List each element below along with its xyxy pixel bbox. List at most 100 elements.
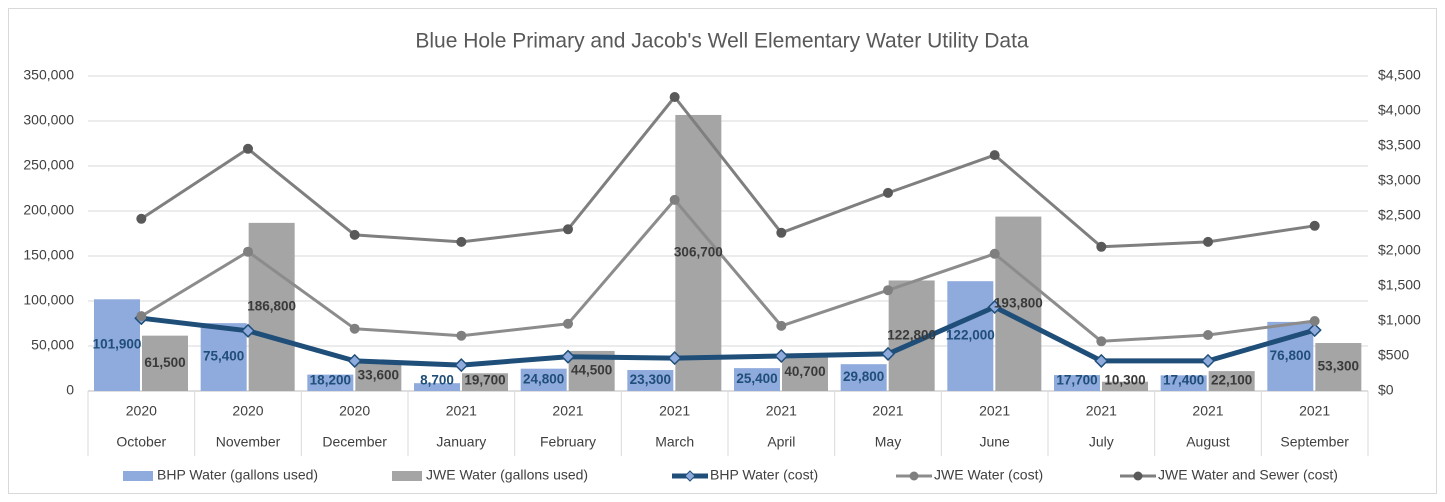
y-tick-label: 350,000 bbox=[23, 67, 74, 83]
marker bbox=[1203, 330, 1213, 340]
marker bbox=[669, 194, 680, 205]
x-tick-label: November bbox=[216, 434, 281, 450]
bar bbox=[1160, 375, 1207, 391]
bar bbox=[142, 335, 188, 391]
data-label: 18,200 bbox=[310, 373, 351, 388]
x-tick-label: May bbox=[875, 434, 901, 450]
marker bbox=[1096, 336, 1107, 347]
marker bbox=[1096, 241, 1107, 252]
marker bbox=[456, 236, 467, 247]
marker bbox=[1309, 316, 1320, 326]
marker bbox=[1309, 220, 1320, 231]
data-label: 40,700 bbox=[784, 364, 825, 379]
x-year-label: 2021 bbox=[1086, 403, 1117, 419]
bar bbox=[995, 216, 1042, 391]
legend-swatch bbox=[392, 471, 422, 481]
marker bbox=[989, 248, 1000, 259]
bar bbox=[1208, 371, 1255, 391]
y2-tick-label: $2,000 bbox=[1378, 242, 1421, 258]
y2-tick-label: $3,500 bbox=[1378, 137, 1421, 153]
data-label: 122,000 bbox=[946, 328, 995, 343]
marker bbox=[667, 351, 682, 366]
data-label: 61,500 bbox=[144, 355, 185, 370]
bar bbox=[947, 281, 994, 391]
marker bbox=[1094, 353, 1109, 368]
marker bbox=[563, 318, 573, 329]
bar bbox=[1054, 375, 1100, 391]
data-label: 8,700 bbox=[420, 373, 454, 388]
legend-marker bbox=[909, 471, 919, 481]
x-year-label: 2021 bbox=[1299, 403, 1330, 419]
y2-tick-label: $0 bbox=[1378, 382, 1394, 398]
data-label: 75,400 bbox=[203, 349, 244, 364]
bar bbox=[627, 370, 674, 391]
data-label: 101,900 bbox=[93, 337, 142, 352]
y-tick-label: 100,000 bbox=[23, 292, 74, 308]
x-year-label: 2021 bbox=[659, 403, 690, 419]
marker bbox=[1307, 323, 1322, 338]
y2-tick-label: $1,000 bbox=[1378, 312, 1421, 328]
marker bbox=[563, 224, 573, 235]
legend-label: JWE Water (gallons used) bbox=[426, 467, 588, 483]
marker bbox=[1203, 236, 1213, 247]
x-tick-label: April bbox=[767, 434, 795, 450]
marker bbox=[136, 213, 147, 224]
marker bbox=[989, 150, 1000, 161]
marker bbox=[243, 143, 253, 154]
x-tick-label: October bbox=[116, 434, 166, 450]
bar bbox=[782, 354, 828, 391]
marker bbox=[883, 285, 893, 296]
data-label: 122,800 bbox=[887, 327, 936, 342]
marker bbox=[987, 299, 1002, 315]
bar bbox=[355, 360, 402, 391]
x-tick-label: August bbox=[1186, 434, 1230, 450]
marker bbox=[240, 323, 256, 338]
legend-label: JWE Water (cost) bbox=[934, 467, 1043, 483]
x-year-label: 2021 bbox=[979, 403, 1010, 419]
bar bbox=[1315, 343, 1362, 391]
marker bbox=[243, 246, 253, 257]
data-label: 306,700 bbox=[674, 245, 723, 260]
marker bbox=[669, 92, 680, 102]
data-label: 44,500 bbox=[571, 363, 612, 378]
marker bbox=[349, 323, 360, 334]
y2-tick-label: $500 bbox=[1378, 347, 1409, 363]
legend-label: BHP Water (gallons used) bbox=[157, 467, 318, 483]
legend-swatch bbox=[123, 471, 153, 481]
x-tick-label: March bbox=[655, 434, 694, 450]
y2-tick-label: $1,500 bbox=[1378, 277, 1421, 293]
y-tick-label: 300,000 bbox=[23, 112, 74, 128]
x-tick-label: September bbox=[1280, 434, 1349, 450]
data-label: 17,700 bbox=[1056, 373, 1097, 388]
bar bbox=[94, 299, 140, 391]
line bbox=[141, 304, 1316, 368]
data-label: 24,800 bbox=[523, 371, 564, 386]
marker bbox=[1200, 353, 1216, 368]
bar bbox=[248, 222, 295, 391]
bar bbox=[1102, 381, 1148, 391]
data-label: 25,400 bbox=[736, 371, 777, 386]
x-year-label: 2020 bbox=[232, 403, 263, 419]
x-year-label: 2021 bbox=[446, 403, 477, 419]
x-tick-label: July bbox=[1089, 434, 1114, 450]
y2-tick-label: $4,500 bbox=[1378, 67, 1421, 83]
y-tick-label: 250,000 bbox=[23, 157, 74, 173]
marker bbox=[136, 311, 147, 322]
x-year-label: 2021 bbox=[766, 403, 797, 419]
data-label: 76,800 bbox=[1270, 348, 1311, 363]
marker bbox=[880, 346, 896, 361]
marker bbox=[560, 349, 576, 364]
x-tick-label: December bbox=[322, 434, 387, 450]
chart-title: Blue Hole Primary and Jacob's Well Eleme… bbox=[415, 30, 1029, 53]
y2-tick-label: $3,000 bbox=[1378, 172, 1421, 188]
line bbox=[140, 95, 1315, 249]
data-label: 23,300 bbox=[630, 372, 671, 387]
x-year-label: 2020 bbox=[126, 403, 157, 419]
x-year-label: 2020 bbox=[339, 403, 370, 419]
y2-tick-label: $2,500 bbox=[1378, 207, 1421, 223]
bar bbox=[200, 323, 247, 391]
legend-marker bbox=[1133, 471, 1143, 481]
data-label: 19,700 bbox=[464, 373, 505, 388]
marker bbox=[883, 187, 893, 198]
x-tick-label: January bbox=[436, 434, 486, 450]
